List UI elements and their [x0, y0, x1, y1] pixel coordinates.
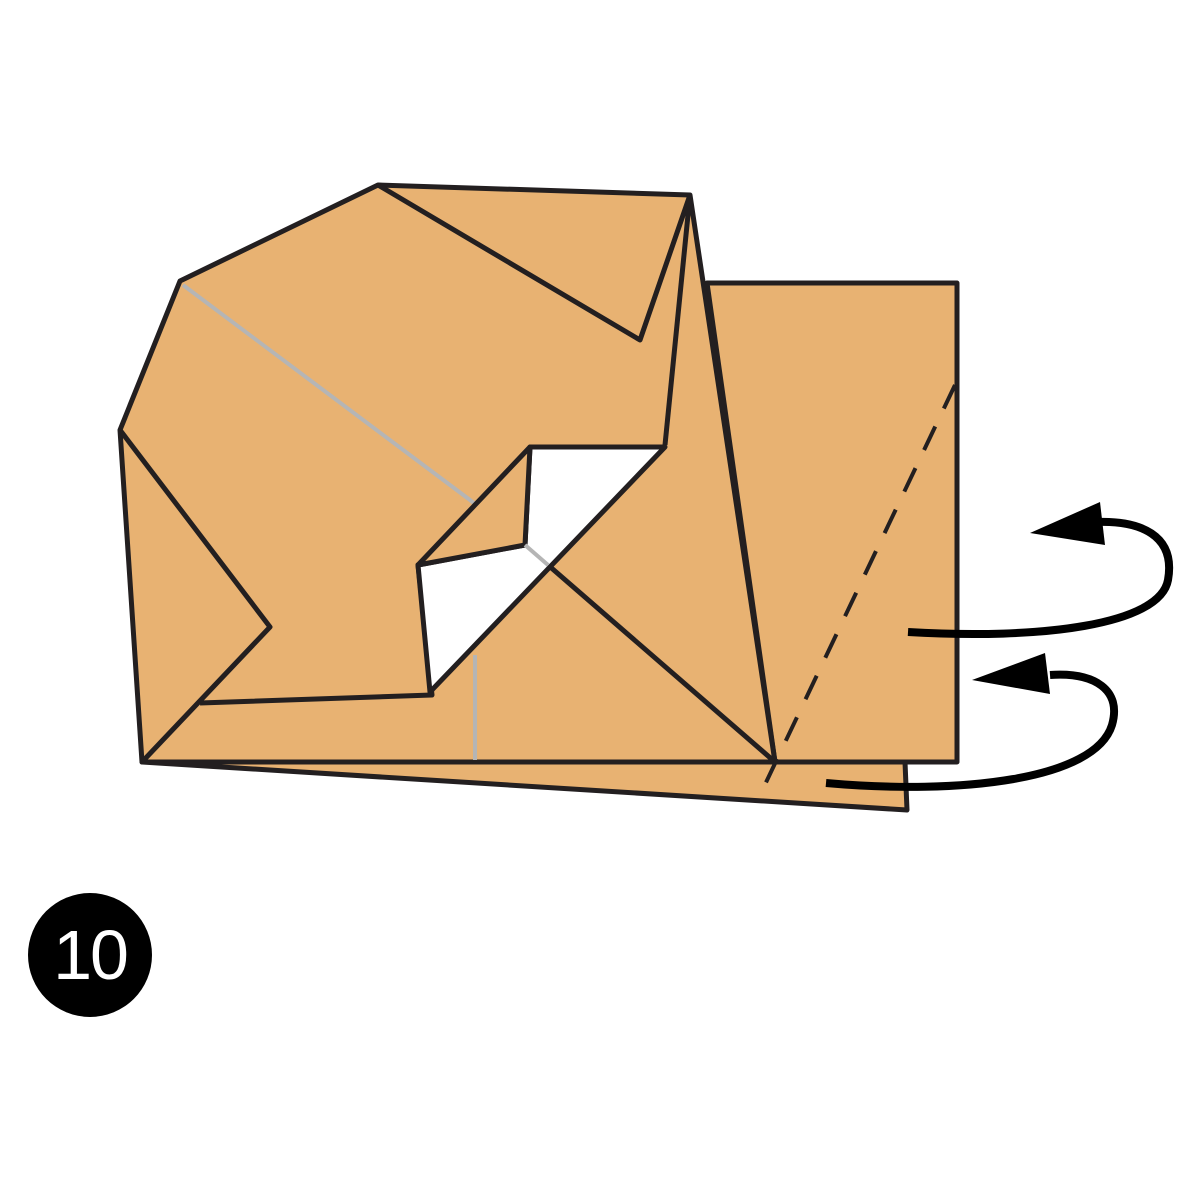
flap-vertical-edge — [662, 194, 693, 446]
step-number-badge: 10 — [28, 893, 152, 1017]
arrowhead-upper-icon — [1030, 502, 1105, 545]
back-layer-strip — [139, 759, 910, 813]
fold-behind-arrow-upper — [907, 517, 1174, 639]
left-triangle-flap — [118, 428, 273, 764]
valley-fold-dashed-line — [758, 384, 957, 796]
pocket-inner-flap — [415, 444, 533, 568]
fold-behind-arrow-lower — [825, 670, 1118, 791]
upper-flap-edge — [376, 182, 693, 343]
lower-right-triangle — [546, 563, 777, 764]
pocket-crease — [523, 543, 550, 567]
arrowhead-lower-icon — [972, 653, 1050, 694]
